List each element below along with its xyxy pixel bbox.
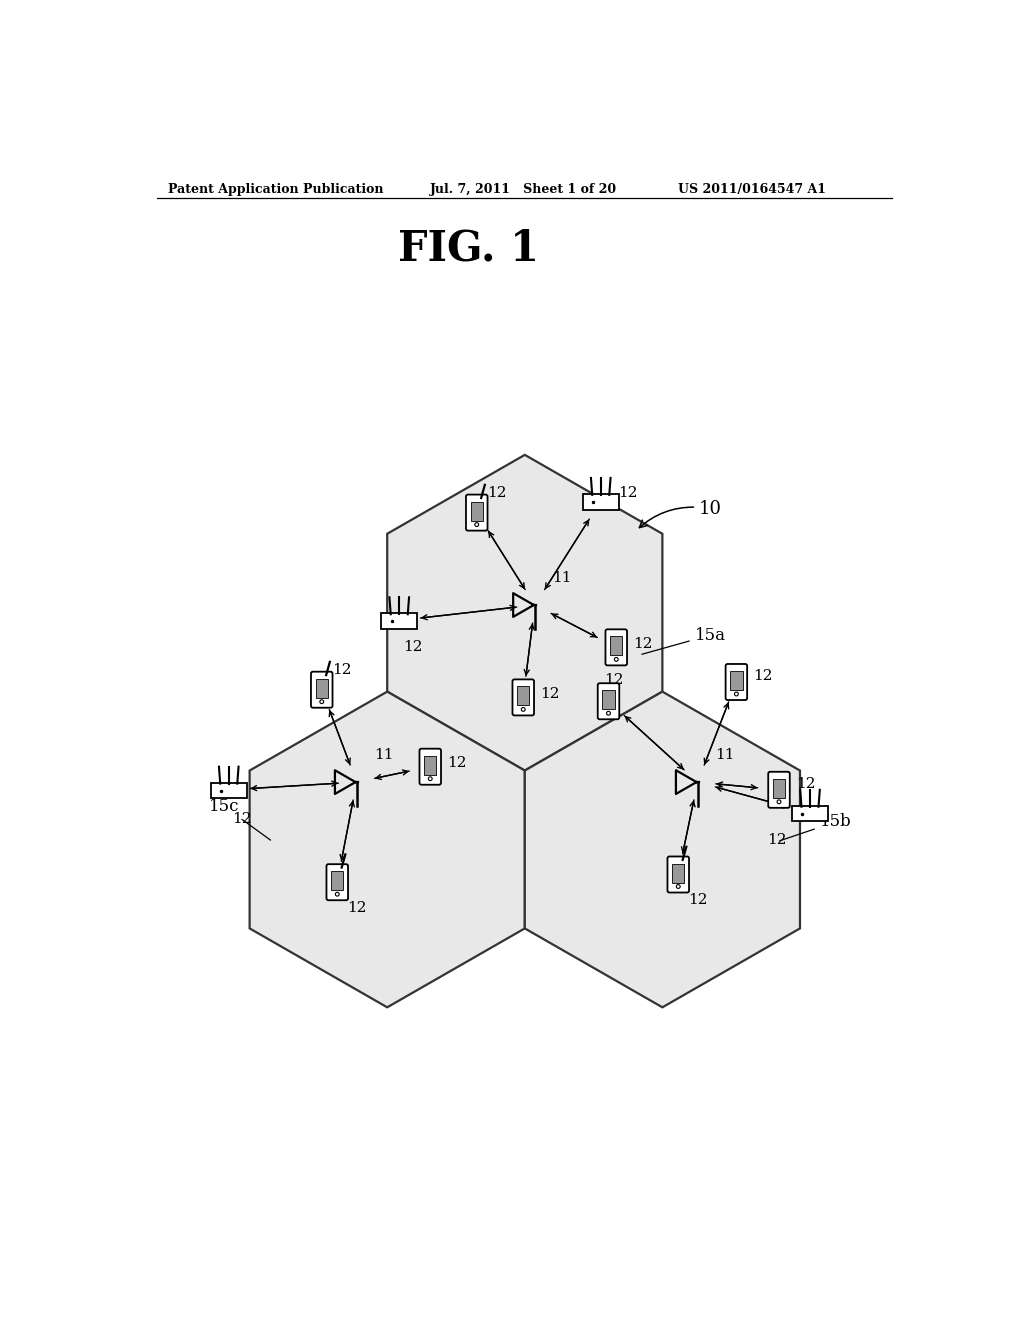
Bar [517, 686, 529, 705]
Text: 12: 12 [333, 664, 352, 677]
Bar [331, 871, 343, 890]
Text: 12: 12 [541, 686, 560, 701]
Circle shape [614, 657, 618, 661]
FancyBboxPatch shape [381, 614, 417, 628]
FancyBboxPatch shape [311, 672, 333, 708]
FancyBboxPatch shape [583, 494, 618, 510]
Text: 11: 11 [715, 748, 734, 762]
Circle shape [521, 708, 525, 711]
Bar [315, 678, 328, 698]
Text: 12: 12 [633, 636, 653, 651]
Bar [773, 779, 785, 797]
FancyBboxPatch shape [420, 748, 441, 784]
Text: 12: 12 [403, 640, 423, 655]
FancyBboxPatch shape [793, 807, 827, 821]
Text: Jul. 7, 2011   Sheet 1 of 20: Jul. 7, 2011 Sheet 1 of 20 [430, 183, 617, 197]
Text: 12: 12 [767, 833, 786, 847]
Text: Patent Application Publication: Patent Application Publication [168, 183, 384, 197]
Text: 12: 12 [486, 486, 506, 500]
FancyBboxPatch shape [211, 783, 247, 799]
Text: FIG. 1: FIG. 1 [398, 227, 540, 269]
Text: 12: 12 [231, 812, 251, 826]
FancyBboxPatch shape [327, 865, 348, 900]
Circle shape [428, 776, 432, 780]
Text: 12: 12 [617, 486, 637, 500]
Circle shape [777, 800, 781, 804]
Circle shape [606, 711, 610, 715]
Text: 12: 12 [604, 673, 624, 686]
Bar [424, 756, 436, 775]
Bar [602, 690, 614, 709]
Circle shape [319, 700, 324, 704]
Text: 10: 10 [639, 500, 722, 528]
Text: 12: 12 [447, 756, 467, 770]
FancyBboxPatch shape [512, 680, 535, 715]
Text: 15a: 15a [642, 627, 726, 655]
Polygon shape [250, 692, 524, 1007]
Text: 15c: 15c [209, 799, 270, 840]
Circle shape [335, 892, 339, 896]
Polygon shape [524, 692, 800, 1007]
Text: 12: 12 [754, 669, 773, 682]
FancyBboxPatch shape [466, 495, 487, 531]
FancyBboxPatch shape [668, 857, 689, 892]
Bar [672, 863, 684, 883]
Bar [610, 636, 623, 656]
Bar [730, 671, 742, 690]
Bar [471, 502, 483, 520]
Text: 11: 11 [552, 572, 571, 585]
Text: 12: 12 [688, 892, 708, 907]
Polygon shape [387, 455, 663, 771]
Text: 12: 12 [796, 776, 815, 791]
Text: 11: 11 [374, 748, 393, 762]
Text: 15b: 15b [779, 813, 852, 841]
Circle shape [475, 523, 478, 527]
FancyBboxPatch shape [768, 772, 790, 808]
Text: 12: 12 [347, 900, 367, 915]
FancyBboxPatch shape [605, 630, 627, 665]
Circle shape [676, 884, 680, 888]
Text: US 2011/0164547 A1: US 2011/0164547 A1 [678, 183, 826, 197]
Circle shape [734, 692, 738, 696]
FancyBboxPatch shape [726, 664, 748, 700]
FancyBboxPatch shape [598, 684, 620, 719]
